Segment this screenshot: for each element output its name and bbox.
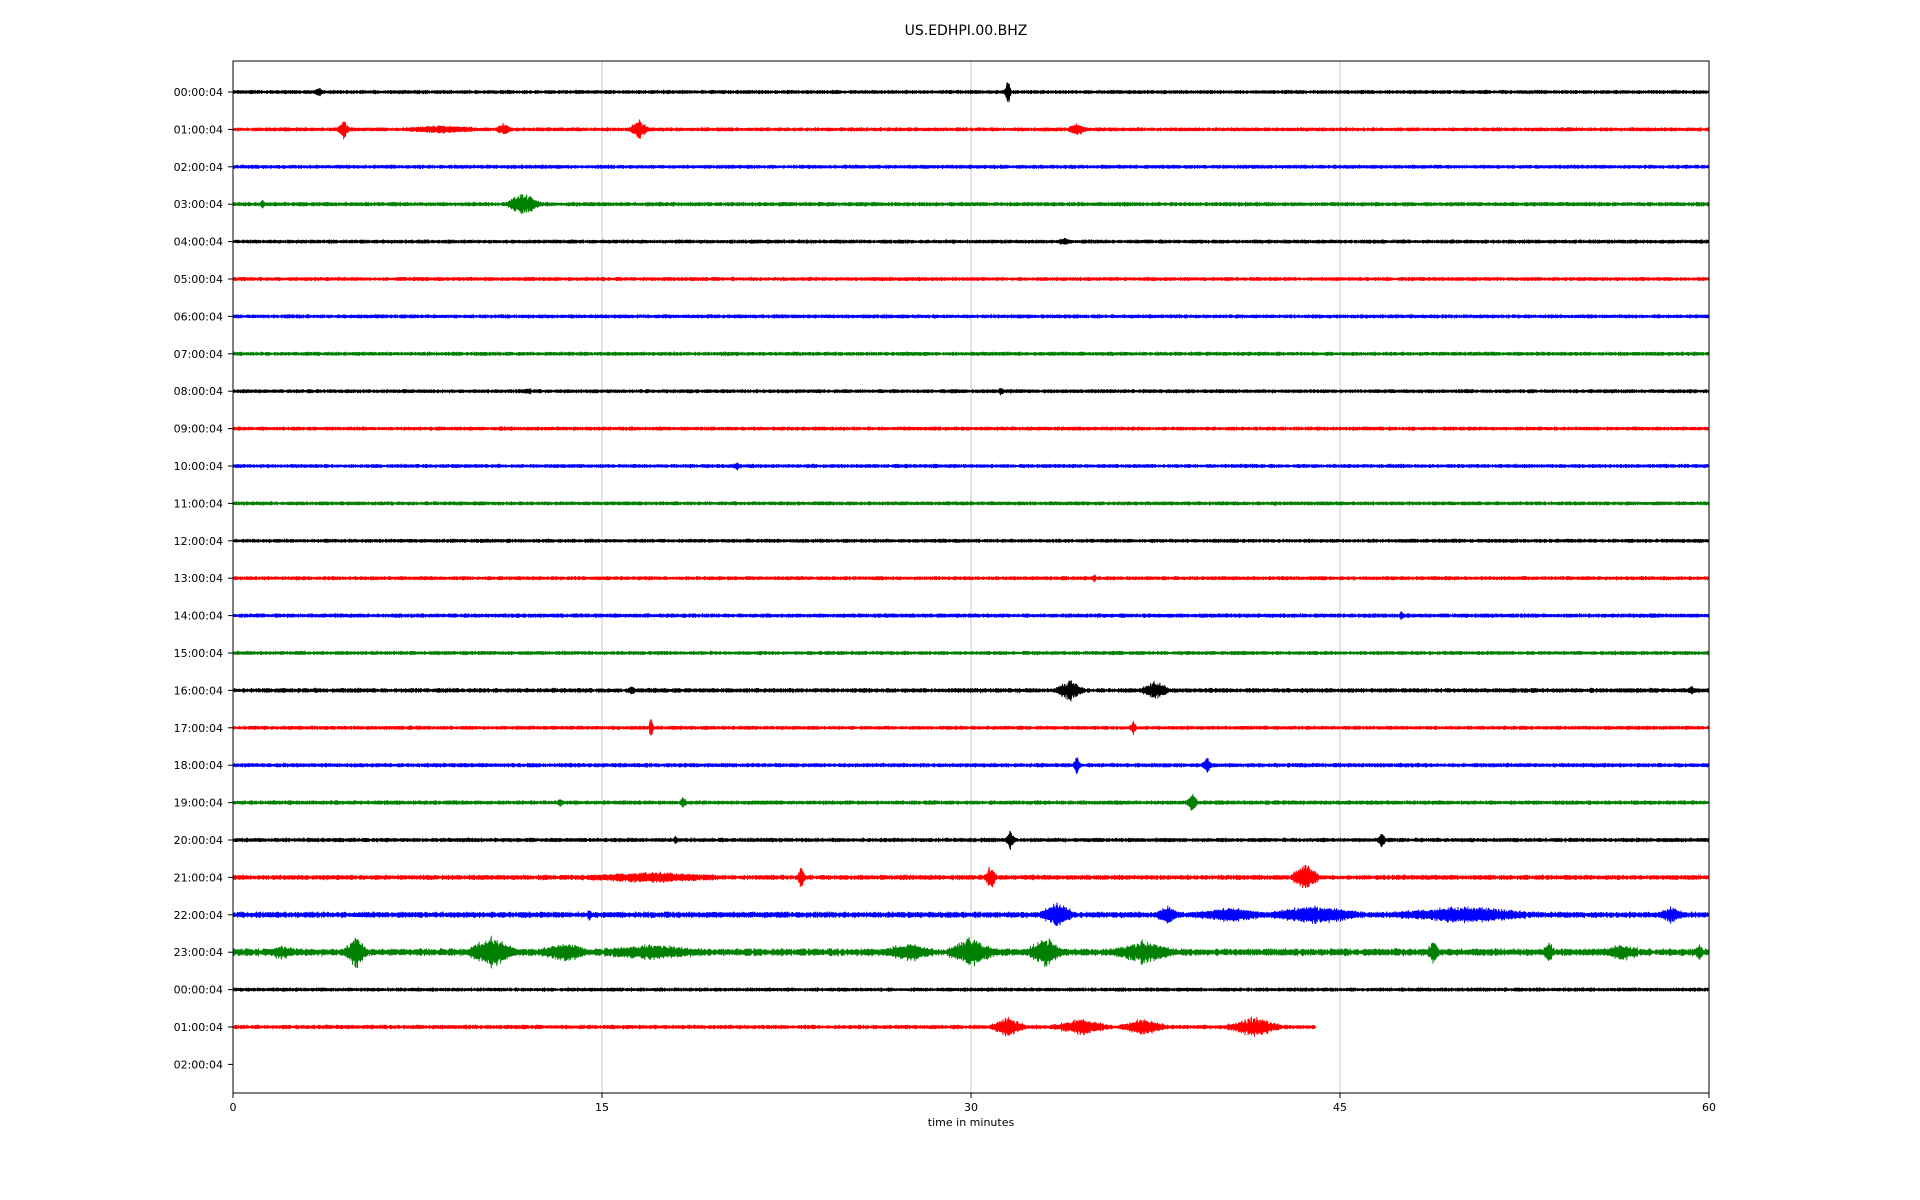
- row-time-label: 11:00:04: [174, 497, 223, 510]
- row-time-label: 13:00:04: [174, 572, 223, 585]
- trace-row-0: [232, 82, 1710, 103]
- x-axis-ticks: 0 15 30 45 60: [230, 1093, 1716, 1114]
- row-time-label: 10:00:04: [174, 460, 223, 473]
- x-axis-label: time in minutes: [928, 1116, 1015, 1129]
- row-time-label: 15:00:04: [174, 647, 223, 660]
- trace-row-20: [232, 830, 1710, 851]
- row-time-label: 06:00:04: [174, 310, 223, 323]
- x-tick-label: 60: [1702, 1101, 1716, 1114]
- row-time-label: 14:00:04: [174, 610, 223, 623]
- trace-row-14: [232, 611, 1710, 621]
- trace-row-25: [232, 1016, 1316, 1037]
- trace-row-15: [232, 650, 1710, 656]
- row-time-label: 07:00:04: [174, 348, 223, 361]
- row-time-label: 00:00:04: [174, 984, 223, 997]
- row-time-label: 01:00:04: [174, 123, 223, 136]
- row-time-label: 03:00:04: [174, 198, 223, 211]
- trace-row-10: [232, 462, 1710, 471]
- row-time-label: 09:00:04: [174, 423, 223, 436]
- trace-row-18: [232, 757, 1710, 775]
- trace-row-22: [232, 902, 1710, 927]
- trace-series: [232, 82, 1710, 1037]
- row-time-label: 08:00:04: [174, 385, 223, 398]
- trace-row-6: [232, 314, 1710, 319]
- trace-row-24: [232, 987, 1710, 992]
- trace-row-5: [232, 276, 1710, 282]
- row-time-label: 16:00:04: [174, 684, 223, 697]
- trace-row-13: [232, 574, 1710, 583]
- trace-row-23: [232, 935, 1710, 969]
- trace-row-11: [232, 501, 1710, 506]
- row-time-label: 21:00:04: [174, 871, 223, 884]
- row-time-label: 01:00:04: [174, 1021, 223, 1034]
- x-tick-label: 45: [1333, 1101, 1347, 1114]
- x-tick-label: 30: [964, 1101, 978, 1114]
- trace-row-4: [232, 237, 1710, 245]
- trace-row-9: [232, 426, 1710, 431]
- x-tick-label: 0: [230, 1101, 237, 1114]
- chart-title: US.EDHPI.00.BHZ: [905, 23, 1028, 39]
- row-time-label: 05:00:04: [174, 273, 223, 286]
- row-time-label: 17:00:04: [174, 722, 223, 735]
- row-labels: 00:00:04 01:00:04 02:00:04 03:00:04 04:00:04…: [174, 86, 233, 1071]
- trace-row-21: [232, 864, 1710, 889]
- row-time-label: 12:00:04: [174, 535, 223, 548]
- row-time-label: 02:00:04: [174, 161, 223, 174]
- row-time-label: 20:00:04: [174, 834, 223, 847]
- row-time-label: 00:00:04: [174, 86, 223, 99]
- row-time-label: 23:00:04: [174, 946, 223, 959]
- trace-row-2: [232, 164, 1710, 170]
- row-time-label: 04:00:04: [174, 236, 223, 249]
- trace-row-1: [232, 119, 1710, 140]
- trace-row-3: [232, 193, 1710, 215]
- trace-row-19: [232, 793, 1710, 811]
- trace-row-17: [232, 719, 1710, 736]
- x-tick-label: 15: [595, 1101, 609, 1114]
- trace-row-8: [232, 388, 1710, 396]
- row-time-label: 19:00:04: [174, 797, 223, 810]
- trace-row-7: [232, 351, 1710, 357]
- trace-row-16: [232, 680, 1710, 702]
- trace-row-12: [232, 538, 1710, 544]
- row-time-label: 22:00:04: [174, 909, 223, 922]
- row-time-label: 02:00:04: [174, 1058, 223, 1071]
- row-time-label: 18:00:04: [174, 759, 223, 772]
